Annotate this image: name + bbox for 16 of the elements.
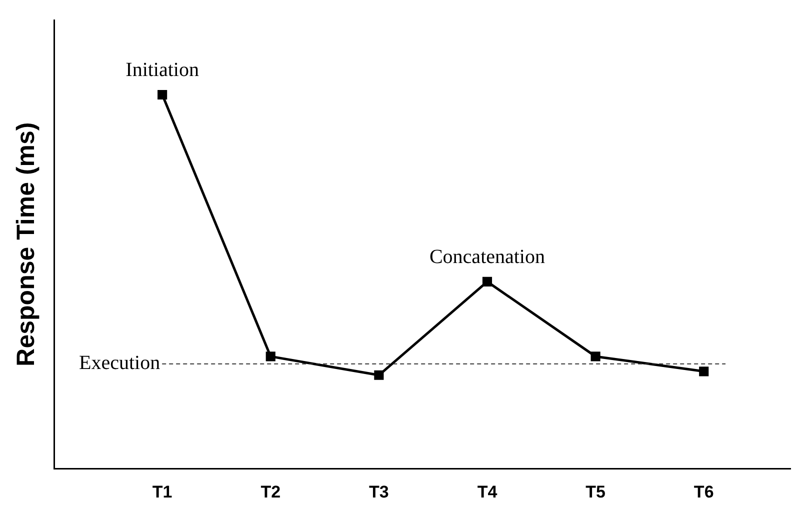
y-axis-title: Response Time (ms): [12, 122, 40, 366]
point: [482, 276, 492, 286]
annotation: Concatenation: [429, 246, 545, 268]
point: [266, 352, 276, 362]
x-tick-label: T4: [477, 482, 498, 502]
point: [590, 352, 600, 362]
x-tick-label: T6: [694, 482, 714, 502]
x-tick-label: T2: [260, 482, 281, 502]
point: [374, 370, 384, 380]
point: [158, 90, 168, 100]
ref-line-label: Execution: [79, 352, 160, 374]
x-tick-label: T1: [152, 482, 172, 502]
point: [699, 366, 709, 376]
x-tick-label: T5: [586, 482, 606, 502]
x-tick-label: T3: [369, 482, 389, 502]
annotation: Initiation: [126, 59, 199, 82]
